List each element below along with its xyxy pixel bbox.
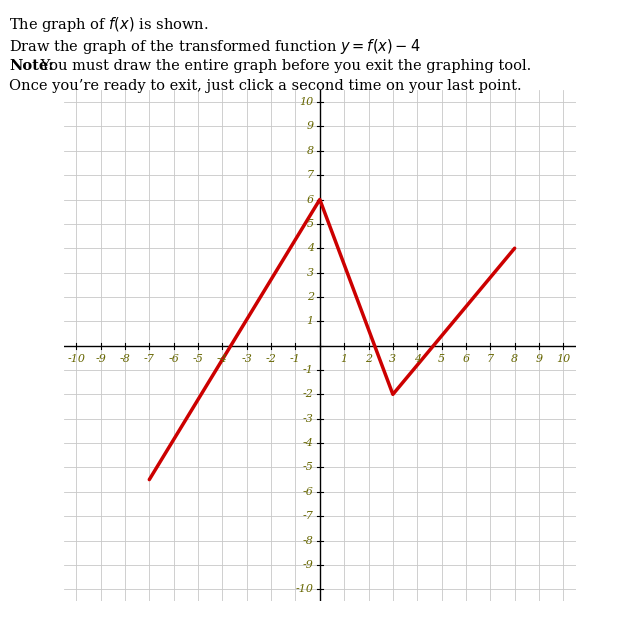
Text: Once you’re ready to exit, just click a second time on your last point.: Once you’re ready to exit, just click a …	[9, 79, 522, 94]
Text: -10: -10	[296, 584, 314, 594]
Text: Draw the graph of the transformed function $y = f(x) - 4$: Draw the graph of the transformed functi…	[9, 37, 421, 56]
Text: 1: 1	[341, 354, 348, 364]
Text: -7: -7	[303, 511, 314, 521]
Text: -2: -2	[266, 354, 276, 364]
Text: -4: -4	[303, 438, 314, 448]
Text: 5: 5	[438, 354, 445, 364]
Text: 10: 10	[556, 354, 570, 364]
Text: 4: 4	[306, 243, 314, 253]
Text: -4: -4	[217, 354, 228, 364]
Text: 3: 3	[306, 268, 314, 278]
Text: 3: 3	[389, 354, 396, 364]
Text: 2: 2	[306, 292, 314, 302]
Text: -6: -6	[303, 487, 314, 497]
Text: 6: 6	[306, 195, 314, 205]
Text: -5: -5	[303, 463, 314, 472]
Text: Note:: Note:	[9, 59, 54, 73]
Text: -3: -3	[241, 354, 252, 364]
Text: 8: 8	[306, 146, 314, 156]
Text: 9: 9	[535, 354, 543, 364]
Text: -7: -7	[144, 354, 155, 364]
Text: -6: -6	[168, 354, 179, 364]
Text: 10: 10	[300, 97, 314, 107]
Text: 7: 7	[306, 170, 314, 180]
Text: -10: -10	[67, 354, 85, 364]
Text: 4: 4	[414, 354, 421, 364]
Text: -8: -8	[120, 354, 130, 364]
Text: 5: 5	[306, 219, 314, 229]
Text: 2: 2	[365, 354, 372, 364]
Text: -3: -3	[303, 414, 314, 423]
Text: -9: -9	[303, 560, 314, 570]
Text: -1: -1	[290, 354, 301, 364]
Text: -5: -5	[193, 354, 203, 364]
Text: -8: -8	[303, 536, 314, 546]
Text: -9: -9	[95, 354, 106, 364]
Text: -1: -1	[303, 365, 314, 375]
Text: 1: 1	[306, 316, 314, 326]
Text: -2: -2	[303, 389, 314, 399]
Text: 7: 7	[487, 354, 494, 364]
Text: The graph of $f(x)$ is shown.: The graph of $f(x)$ is shown.	[9, 16, 209, 35]
Text: 6: 6	[462, 354, 469, 364]
Text: 8: 8	[511, 354, 518, 364]
Text: You must draw the entire graph before you exit the graphing tool.: You must draw the entire graph before yo…	[36, 59, 531, 73]
Text: 9: 9	[306, 122, 314, 131]
